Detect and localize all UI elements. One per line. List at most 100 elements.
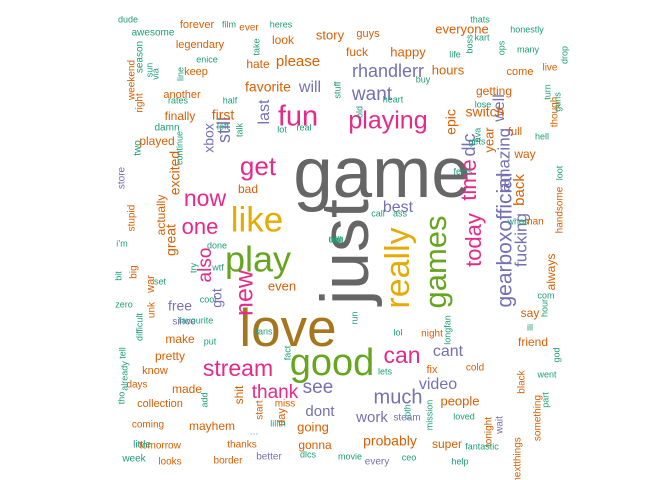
word-97: ever xyxy=(239,23,259,34)
word-81: come xyxy=(507,66,534,78)
word-108: cold xyxy=(466,363,484,374)
word-41: great xyxy=(163,224,179,256)
word-198: run xyxy=(349,311,359,324)
word-195: tho xyxy=(116,392,126,405)
word-159: ass xyxy=(393,208,408,218)
word-82: full xyxy=(508,126,522,138)
word-14: can xyxy=(383,342,420,368)
word-1: just xyxy=(307,199,383,307)
word-166: fans xyxy=(255,326,273,336)
word-6: really xyxy=(379,227,417,308)
word-21: want xyxy=(351,84,393,105)
word-122: week xyxy=(121,454,146,465)
word-113: wait xyxy=(495,416,506,435)
word-28: fucking xyxy=(511,213,530,267)
word-186: fact xyxy=(282,345,292,360)
word-125: continue xyxy=(174,131,184,165)
word-52: year xyxy=(481,127,496,153)
word-163: try xyxy=(188,263,198,273)
word-104: days xyxy=(126,380,147,391)
word-126: half xyxy=(223,95,238,105)
word-161: done xyxy=(207,240,227,250)
word-5: like xyxy=(231,200,284,239)
word-33: best xyxy=(383,199,414,216)
word-131: film xyxy=(222,19,236,29)
word-26: still xyxy=(214,117,234,143)
word-53: story xyxy=(316,27,345,42)
word-71: pretty xyxy=(155,349,185,363)
word-129: via xyxy=(150,68,160,80)
word-100: man xyxy=(524,217,543,228)
word-29: video xyxy=(419,376,457,393)
word-138: old xyxy=(354,106,364,118)
word-146: honestly xyxy=(510,24,544,34)
word-127: enice xyxy=(196,54,218,64)
word-173: went xyxy=(536,369,557,379)
word-65: say xyxy=(521,306,540,320)
word-164: cool xyxy=(200,294,217,304)
word-77: another xyxy=(163,89,201,101)
word-10: playing xyxy=(348,107,427,135)
word-190: zero xyxy=(115,299,133,309)
word-67: played xyxy=(139,134,174,148)
word-130: line xyxy=(175,67,185,81)
word-141: buy xyxy=(416,74,431,84)
word-185: mission xyxy=(424,400,434,431)
word-143: boss xyxy=(464,34,474,54)
word-156: feels xyxy=(453,166,473,176)
word-99: weekend xyxy=(127,60,138,101)
word-201: ooo xyxy=(328,234,343,244)
word-199: kill xyxy=(331,234,342,244)
word-139: stuff xyxy=(332,81,342,98)
word-137: real xyxy=(296,122,311,132)
word-93: something xyxy=(533,395,544,441)
word-2: love xyxy=(239,299,336,358)
word-120: awesome xyxy=(132,28,175,39)
word-165: favourite xyxy=(179,315,214,325)
word-22: see xyxy=(303,377,334,398)
word-105: right xyxy=(135,93,146,113)
word-193: tell xyxy=(117,347,127,359)
word-3: good xyxy=(290,342,375,384)
word-25: dlc xyxy=(459,133,479,156)
word-50: even xyxy=(268,278,296,293)
word-46: got xyxy=(209,288,225,308)
word-54: happy xyxy=(390,44,426,59)
word-106: big xyxy=(129,265,140,278)
word-98: stupid xyxy=(127,205,138,232)
word-101: tomorrow xyxy=(139,441,181,452)
word-74: getting xyxy=(476,84,512,98)
word-134: left xyxy=(217,121,230,131)
word-66: way xyxy=(513,147,535,161)
word-13: stream xyxy=(203,355,273,381)
word-61: make xyxy=(165,332,195,346)
word-48: switch xyxy=(466,104,505,120)
word-40: excited xyxy=(167,151,183,195)
word-72: friend xyxy=(518,335,548,349)
word-63: mayhem xyxy=(189,419,235,433)
word-57: look xyxy=(272,33,295,47)
word-87: war xyxy=(145,275,157,294)
word-200: test xyxy=(329,234,344,244)
word-89: border xyxy=(214,456,244,467)
word-56: hours xyxy=(432,62,465,77)
word-160: call xyxy=(371,208,385,218)
word-152: hell xyxy=(535,131,549,141)
word-179: movie xyxy=(338,451,362,461)
word-114: since xyxy=(172,317,196,328)
word-110: start xyxy=(255,400,266,420)
word-117: store xyxy=(117,166,128,189)
word-85: collection xyxy=(137,398,183,410)
word-177: help xyxy=(451,456,468,466)
word-78: legendary xyxy=(176,39,225,51)
word-7: games xyxy=(418,215,453,308)
word-70: actually xyxy=(154,195,168,236)
word-142: life xyxy=(449,49,461,59)
word-60: bad xyxy=(238,182,258,196)
word-175: loved xyxy=(453,411,475,421)
word-171: hour xyxy=(539,299,549,317)
word-19: much xyxy=(374,386,423,408)
word-102: coming xyxy=(132,420,164,431)
word-59: fuck xyxy=(346,45,369,59)
